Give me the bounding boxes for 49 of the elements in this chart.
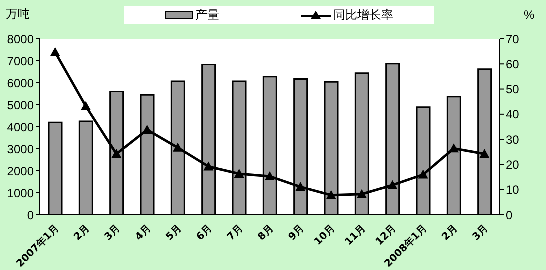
y-tick-label: 7000 [7,54,34,68]
x-tick-label: 11月 [343,223,368,248]
y-tick-label: 6000 [7,76,34,90]
x-tick-label: 7月 [226,223,246,244]
point [326,190,336,200]
y-tick-label: 8000 [7,32,34,46]
y2-tick-label: 50 [506,82,520,97]
y-tick-label: 2000 [7,164,34,178]
point [265,172,275,181]
point [112,149,122,158]
y-tick-label: 5000 [7,98,34,112]
point [204,162,214,171]
y2-tick-label: 40 [506,108,520,122]
point [388,180,398,190]
point [234,169,244,178]
point [173,142,183,152]
y2-tick-label: 20 [506,158,520,172]
y-tick-label: 0 [27,208,34,222]
y-tick-label: 1000 [7,186,34,200]
point [418,170,428,179]
x-tick-label: 12月 [374,223,399,248]
y-tick-label: 3000 [7,142,34,156]
y2-tick-label: 0 [506,208,513,222]
point [81,101,91,110]
x-tick-label: 10月 [312,223,338,248]
point [357,189,367,198]
x-tick-label: 2月 [72,223,92,244]
point [50,47,60,56]
x-tick-label: 5月 [164,223,184,244]
x-tick-label: 4月 [134,223,154,244]
point [449,144,459,153]
x-tick-label: 3月 [103,223,123,244]
y2-tick-label: 60 [506,57,520,72]
y-axis-title: 万吨 [6,6,30,23]
x-tick-label: 2月 [440,223,460,244]
y2-tick-label: 70 [506,32,520,46]
x-tick-label: 9月 [287,223,307,244]
y-tick-label: 4000 [7,120,34,134]
legend-label: 同比增长率 [332,6,394,24]
x-tick-label: 3月 [471,223,491,244]
y2-axis-title: % [524,8,535,22]
legend-label: 产量 [194,6,220,24]
point [142,125,152,134]
y2-tick-label: 30 [506,132,520,147]
x-tick-label: 8月 [256,223,276,244]
point [480,149,490,158]
x-tick-label: 6月 [195,223,215,244]
point [296,182,306,192]
y2-tick-label: 10 [506,183,520,198]
